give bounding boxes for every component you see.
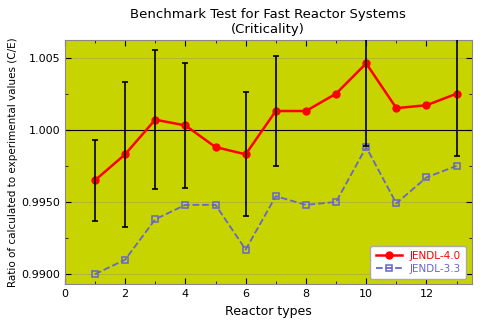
Line: JENDL-3.3: JENDL-3.3 — [92, 144, 459, 277]
JENDL-3.3 — [454, 164, 459, 168]
JENDL-4.0 — [394, 106, 399, 110]
JENDL-4.0 — [92, 178, 98, 182]
JENDL-4.0 — [243, 152, 249, 156]
JENDL-4.0 — [152, 118, 158, 122]
JENDL-3.3 — [303, 203, 309, 207]
JENDL-4.0 — [333, 92, 339, 96]
JENDL-4.0 — [182, 124, 188, 127]
JENDL-3.3 — [363, 145, 369, 149]
X-axis label: Reactor types: Reactor types — [225, 305, 312, 318]
JENDL-3.3 — [394, 201, 399, 205]
JENDL-3.3 — [333, 200, 339, 204]
JENDL-3.3 — [152, 217, 158, 221]
JENDL-4.0 — [423, 103, 429, 107]
JENDL-3.3 — [273, 194, 279, 198]
Y-axis label: Ratio of calculated to experimental values (C/E): Ratio of calculated to experimental valu… — [8, 37, 18, 287]
JENDL-3.3 — [423, 175, 429, 179]
JENDL-3.3 — [92, 272, 98, 276]
JENDL-4.0 — [122, 152, 128, 156]
JENDL-4.0 — [213, 145, 218, 149]
JENDL-4.0 — [303, 109, 309, 113]
JENDL-3.3 — [213, 203, 218, 207]
JENDL-4.0 — [273, 109, 279, 113]
JENDL-4.0 — [363, 61, 369, 65]
JENDL-3.3 — [243, 248, 249, 252]
Line: JENDL-4.0: JENDL-4.0 — [92, 60, 460, 184]
JENDL-3.3 — [182, 203, 188, 207]
Legend: JENDL-4.0, JENDL-3.3: JENDL-4.0, JENDL-3.3 — [371, 245, 467, 279]
JENDL-3.3 — [122, 258, 128, 262]
JENDL-4.0 — [454, 92, 459, 96]
Title: Benchmark Test for Fast Reactor Systems
(Criticality): Benchmark Test for Fast Reactor Systems … — [130, 8, 406, 36]
